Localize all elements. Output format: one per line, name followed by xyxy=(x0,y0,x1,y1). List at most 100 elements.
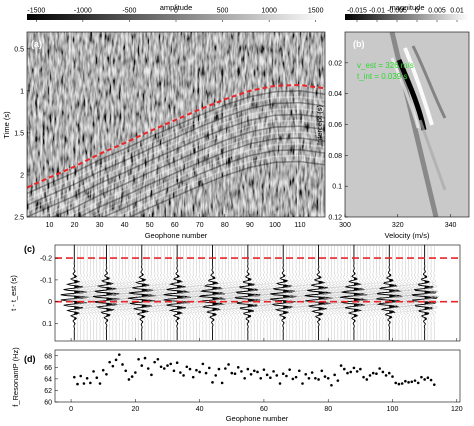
data-point xyxy=(291,377,295,381)
reflection-band xyxy=(27,90,325,195)
data-point xyxy=(391,375,394,378)
wiggle-trace xyxy=(406,244,418,341)
wiggle-trace xyxy=(104,244,116,341)
data-point xyxy=(195,368,198,372)
wiggle-trace xyxy=(255,244,267,341)
wiggle-trace xyxy=(217,244,227,341)
data-point xyxy=(362,375,365,379)
wiggle-trace xyxy=(261,244,273,341)
data-point xyxy=(198,370,201,374)
x-tick-label: 80 xyxy=(324,406,332,413)
wiggle-trace xyxy=(197,244,209,341)
x-tick-label: 300 xyxy=(339,222,351,229)
y-tick-label: 66 xyxy=(44,365,52,372)
wiggle-trace xyxy=(226,244,237,341)
data-point xyxy=(175,361,179,365)
data-point xyxy=(339,364,343,367)
x-tick-label: 10 xyxy=(46,222,54,229)
x-tick-label: 320 xyxy=(392,222,404,229)
data-point xyxy=(134,371,137,374)
panel-b-ylabel: Intercept (s) xyxy=(315,104,324,145)
panel-d-xlabel: Geophone number xyxy=(226,414,289,423)
wiggle-trace xyxy=(84,244,96,341)
wiggle-trace xyxy=(178,244,190,341)
data-point xyxy=(320,369,324,373)
data-point xyxy=(301,382,304,385)
x-tick-label: 100 xyxy=(387,406,399,413)
data-point xyxy=(201,362,205,366)
y-tick-label: 0.08 xyxy=(328,153,342,160)
reflection-band xyxy=(27,95,325,201)
data-point xyxy=(285,374,288,378)
data-point xyxy=(114,358,118,362)
data-point xyxy=(371,371,375,375)
data-point xyxy=(310,371,314,374)
wiggle-trace xyxy=(229,245,241,341)
data-point xyxy=(381,370,385,374)
wiggle-trace xyxy=(110,244,122,341)
wiggle-trace xyxy=(387,245,398,341)
reflection-band xyxy=(64,131,325,217)
data-point xyxy=(336,379,340,382)
wiggle-trace xyxy=(108,244,118,341)
wiggle-trace xyxy=(139,245,151,341)
y-tick-label: 0.1 xyxy=(42,321,52,328)
wiggle-trace xyxy=(165,244,176,341)
wiggle-trace xyxy=(117,245,128,341)
y-tick-label: 1.5 xyxy=(14,130,24,137)
wiggle-trace xyxy=(219,244,231,341)
colorbar-tick-label: 0.005 xyxy=(428,8,446,15)
panel-c-ylabel: t - t_est (s) xyxy=(9,275,18,311)
data-point xyxy=(82,382,86,385)
wiggle-trace xyxy=(400,244,411,341)
colorbar-tick-label: 1500 xyxy=(308,8,324,15)
annotation-intercept: t_int = 0.039 s xyxy=(357,72,407,81)
wiggle-trace xyxy=(75,244,86,341)
panel-d-label: (d) xyxy=(24,354,36,364)
wiggle-trace xyxy=(72,245,83,341)
wiggle-trace xyxy=(149,244,160,341)
wiggle-trace xyxy=(310,244,321,341)
data-point xyxy=(85,377,89,380)
y-tick-label: 68 xyxy=(44,353,52,360)
wiggle-trace xyxy=(194,244,205,341)
reflection-band xyxy=(27,101,325,206)
data-point xyxy=(297,369,301,373)
wiggle-trace xyxy=(152,244,164,341)
data-point xyxy=(304,372,308,376)
data-point xyxy=(307,377,311,380)
data-point xyxy=(191,375,195,379)
wiggle-trace xyxy=(114,244,125,341)
y-tick-label: 1 xyxy=(20,88,24,95)
y-tick-label: 2 xyxy=(20,172,24,179)
wiggle-trace xyxy=(120,244,132,341)
data-point xyxy=(265,373,269,377)
data-point xyxy=(246,367,250,371)
wiggle-trace xyxy=(306,244,318,341)
panel-b-xlabel: Velocity (m/s) xyxy=(384,231,430,240)
wiggle-trace xyxy=(294,244,305,341)
data-point xyxy=(269,376,272,380)
wiggle-trace xyxy=(184,245,196,341)
x-tick-label: 340 xyxy=(445,222,457,229)
data-point xyxy=(143,356,147,360)
data-point xyxy=(410,380,414,384)
wiggle-trace xyxy=(296,245,308,341)
colorbar-a xyxy=(27,14,325,20)
y-tick-label: 0.04 xyxy=(328,91,342,98)
colorbar-b xyxy=(345,14,469,20)
data-point xyxy=(76,382,79,386)
data-point xyxy=(124,369,128,373)
wiggle-trace xyxy=(361,244,372,341)
panel-c: -0.2 -0.1 0 0.1 (c) t - t_est (s) xyxy=(9,244,461,342)
data-point xyxy=(98,382,102,385)
data-point xyxy=(130,375,134,378)
semblance-streaks xyxy=(389,32,447,217)
wiggle-trace xyxy=(364,245,376,341)
data-point xyxy=(272,370,275,373)
reflection-band xyxy=(27,107,325,212)
data-point xyxy=(204,371,208,375)
colorbar-b-title: magnitude xyxy=(389,3,424,12)
data-point xyxy=(95,376,99,380)
